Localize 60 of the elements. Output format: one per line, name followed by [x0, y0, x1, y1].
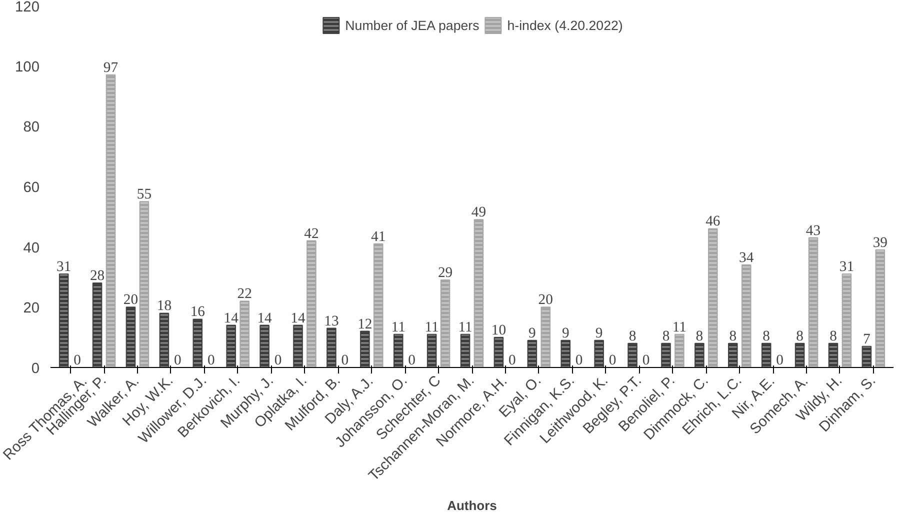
- data-label: 8: [796, 328, 804, 344]
- data-label: 20: [538, 292, 553, 308]
- y-tick-label: 120: [15, 0, 40, 16]
- y-tick-label: 0: [31, 361, 40, 377]
- y-tick-label: 60: [23, 180, 40, 196]
- data-label: 55: [136, 186, 152, 203]
- data-label: 11: [391, 319, 406, 336]
- data-label: 8: [628, 328, 636, 344]
- data-label: 0: [642, 352, 650, 368]
- data-label: 20: [123, 292, 138, 308]
- legend-label: Number of JEA papers: [345, 18, 480, 32]
- legend-label: h-index (4.20.2022): [507, 18, 623, 32]
- data-label: 8: [696, 328, 704, 344]
- y-tick-label: 100: [15, 59, 40, 76]
- data-label: 22: [237, 286, 252, 302]
- data-label: 11: [672, 319, 687, 336]
- data-label: 31: [839, 258, 854, 275]
- data-label: 97: [103, 60, 118, 76]
- data-label: 46: [706, 214, 720, 230]
- y-tick-label: 40: [23, 240, 40, 256]
- y-tick-label: 20: [23, 300, 40, 317]
- data-label: 9: [562, 325, 570, 342]
- data-label: 34: [739, 250, 754, 266]
- data-label: 11: [424, 319, 439, 336]
- data-label: 49: [471, 204, 486, 221]
- data-label: 8: [729, 328, 737, 344]
- data-label: 0: [508, 352, 516, 368]
- data-label: 41: [371, 228, 386, 245]
- data-label: 0: [776, 352, 784, 368]
- data-label: 0: [341, 352, 349, 368]
- data-label: 43: [806, 222, 821, 239]
- data-label: 13: [324, 313, 339, 330]
- data-label: 11: [458, 319, 472, 336]
- x-axis-title: Authors: [447, 498, 497, 514]
- data-label: 31: [56, 258, 72, 275]
- data-label: 0: [207, 352, 215, 368]
- data-label: 0: [575, 352, 583, 368]
- data-label: 10: [491, 322, 506, 338]
- data-label: 0: [608, 352, 616, 368]
- data-label: 29: [438, 265, 453, 282]
- data-label: 16: [190, 304, 205, 320]
- data-label: 0: [408, 352, 416, 368]
- data-label: 8: [662, 328, 670, 344]
- data-label: 18: [156, 298, 172, 314]
- data-label: 14: [290, 310, 306, 326]
- data-label: 0: [74, 352, 81, 368]
- data-label: 0: [174, 352, 182, 368]
- data-label: 39: [872, 234, 888, 251]
- data-label: 14: [224, 310, 240, 326]
- data-label: 8: [830, 328, 837, 344]
- data-label: 9: [595, 325, 603, 342]
- y-tick-label: 80: [23, 120, 40, 136]
- data-label: 42: [304, 226, 319, 242]
- data-label: 14: [257, 310, 273, 326]
- data-label: 12: [358, 316, 372, 332]
- data-label: 8: [762, 328, 770, 344]
- data-label: 7: [863, 331, 870, 348]
- data-label: 0: [274, 352, 282, 368]
- data-label: 28: [90, 268, 105, 284]
- data-label: 9: [528, 325, 536, 342]
